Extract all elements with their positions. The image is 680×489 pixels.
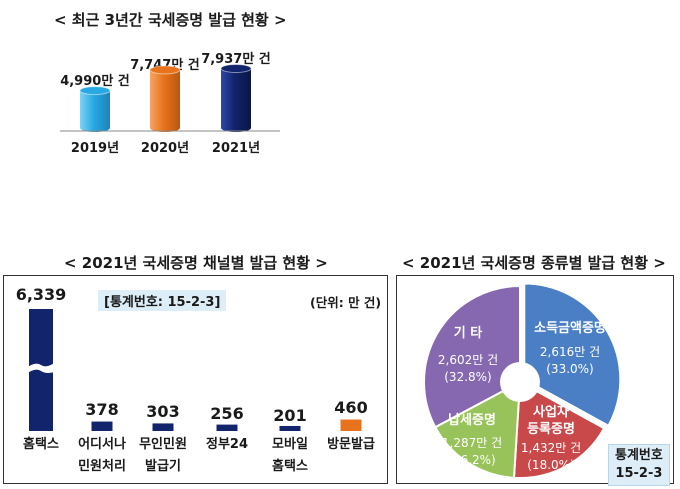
bar-value-label: 460 [334, 398, 368, 417]
channel-chart-panel [3, 275, 388, 484]
pie-label-tax: 납세증명 1,287만 건 (16.2%) [441, 413, 503, 467]
cylinder-year-label: 2021년 [211, 141, 261, 156]
bar-value-label: 378 [85, 400, 119, 419]
channel-chart-title: < 2021년 국세증명 채널별 발급 현황 > [64, 254, 328, 272]
cylinder-year-label: 2019년 [70, 141, 120, 156]
pie-slice [433, 380, 522, 479]
bar-category-label: 모바일 홈택스 [272, 437, 308, 474]
pie-center-hole [500, 362, 540, 402]
channel-bar [152, 423, 174, 431]
bar-category-label: 무인민원 발급기 [139, 437, 187, 474]
cylinder-body [80, 90, 110, 128]
cylinder-body [221, 68, 251, 128]
bar-value-label: 303 [146, 402, 180, 421]
channel-bar [91, 421, 113, 431]
pie-slice [512, 380, 606, 479]
cylinder-bottom [80, 124, 110, 132]
bar-category-label: 홈택스 [23, 437, 59, 452]
cylinder-body [150, 69, 180, 128]
channel-unit-label: (단위: 만 건) [310, 295, 382, 310]
bar-value-label: 256 [210, 404, 244, 423]
kind-chart-title: < 2021년 국세증명 종류별 발급 현황 > [402, 254, 666, 272]
kind-stat-number: 통계번호 15-2-3 [608, 444, 670, 486]
bar-category-label: 어디서나 민원처리 [78, 437, 126, 474]
bar-value-label: 6,339 [15, 285, 67, 304]
cylinder-year-label: 2020년 [140, 141, 190, 156]
cylinder-value-label: 7,937만 건 [201, 52, 271, 67]
top-chart-title: < 최근 3년간 국세증명 발급 현황 > [54, 11, 287, 29]
pie-slice [523, 282, 622, 428]
cylinder-bottom [150, 124, 180, 132]
channel-bar [340, 419, 362, 431]
bar-category-label: 정부24 [205, 437, 248, 452]
channel-bar [216, 424, 238, 431]
cylinder-value-label: 4,990만 건 [60, 74, 130, 89]
bar-value-label: 201 [273, 406, 307, 425]
kind-chart-panel [396, 275, 674, 484]
pie-label-income: 소득금액증명 2,616만 건 (33.0%) [534, 321, 606, 376]
cylinder-top [149, 65, 181, 75]
channel-stat-number: [통계번호: 15-2-3] [98, 290, 227, 311]
channel-bar [279, 425, 301, 431]
pie-label-etc: 기 타 2,602만 건 (32.8%) [437, 326, 499, 384]
cylinder-top [220, 63, 252, 73]
channel-bar-chart [25, 309, 362, 431]
cylinder-bottom [221, 124, 251, 132]
bar-axis-break [25, 361, 57, 375]
pie-slice [423, 284, 521, 429]
cylinder-chart [60, 63, 280, 132]
cylinder-top [79, 86, 111, 96]
bar-category-label: 방문발급 [327, 437, 375, 452]
pie-label-business: 사업자 등록증명 1,432만 건 (18.0%) [520, 405, 582, 472]
